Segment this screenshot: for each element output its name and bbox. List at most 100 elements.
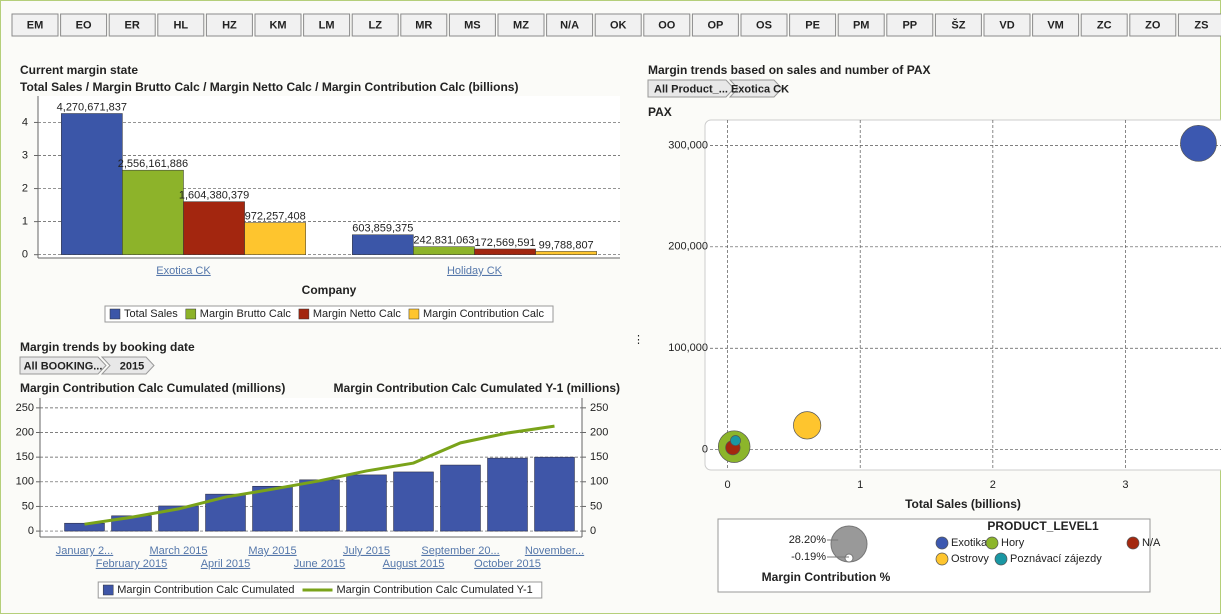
size-legend-title: Margin Contribution %	[762, 570, 891, 584]
tab[interactable]	[303, 13, 351, 37]
tab-label[interactable]: ER	[125, 19, 140, 31]
tab[interactable]	[157, 13, 205, 37]
y2-tick-label: 50	[590, 500, 602, 512]
x-tick-label[interactable]: September 20...	[421, 545, 499, 557]
bar	[61, 113, 123, 255]
tab-label[interactable]: PP	[902, 19, 917, 31]
x-tick-label[interactable]: May 2015	[248, 545, 296, 557]
bar	[299, 479, 340, 532]
tab[interactable]	[983, 13, 1031, 37]
x-tick-label[interactable]: March 2015	[149, 545, 207, 557]
x-tick-label[interactable]: November...	[525, 545, 584, 557]
data-label: 4,270,671,837	[57, 101, 127, 113]
breadcrumb-label[interactable]: All BOOKING...	[24, 360, 103, 372]
tab-label[interactable]: HZ	[222, 19, 237, 31]
tab-label[interactable]: VM	[1047, 19, 1064, 31]
tab-label[interactable]: OO	[658, 19, 676, 31]
tab-label[interactable]: LZ	[368, 19, 382, 31]
bubble[interactable]	[793, 411, 822, 440]
tab[interactable]	[11, 13, 59, 37]
legend-marker	[985, 536, 999, 550]
legend-label: Exotika	[951, 537, 988, 549]
tab[interactable]	[448, 13, 496, 37]
bubble[interactable]	[1180, 124, 1217, 162]
tab-label[interactable]: ZO	[1145, 19, 1161, 31]
breadcrumb[interactable]	[728, 79, 783, 98]
tab[interactable]	[108, 13, 156, 37]
tab-label[interactable]: HL	[173, 19, 188, 31]
y2-tick-label: 150	[590, 451, 608, 463]
tab-label[interactable]: LM	[319, 19, 335, 31]
breadcrumb-label[interactable]: All Product_...	[654, 83, 728, 95]
tab-label[interactable]: KM	[269, 19, 286, 31]
tab-label[interactable]: OS	[756, 19, 772, 31]
tab-label[interactable]: PE	[805, 19, 820, 31]
tab[interactable]	[789, 13, 837, 37]
breadcrumb-label[interactable]: Exotica CK	[731, 83, 789, 95]
x-tick-label[interactable]: October 2015	[474, 558, 541, 570]
tab[interactable]	[594, 13, 642, 37]
legend-title: PRODUCT_LEVEL1	[987, 519, 1099, 533]
x-tick-label[interactable]: January 2...	[56, 545, 113, 557]
y-axis-title: PAX	[648, 105, 672, 119]
tab[interactable]	[837, 13, 885, 37]
size-legend-circle	[844, 553, 854, 563]
tab-label[interactable]: ZS	[1194, 19, 1208, 31]
breadcrumb[interactable]	[647, 79, 735, 98]
y-tick-label: 300,000	[668, 139, 708, 151]
bar	[346, 474, 387, 532]
tab[interactable]	[254, 13, 302, 37]
tab-label[interactable]: OP	[707, 19, 723, 31]
legend-box	[717, 518, 1151, 593]
bubble[interactable]	[730, 435, 741, 447]
tab[interactable]	[60, 13, 108, 37]
tab-label[interactable]: EM	[27, 19, 44, 31]
tab[interactable]	[546, 13, 594, 37]
splitter: ⋮	[633, 334, 644, 346]
tab[interactable]	[1080, 13, 1128, 37]
tab[interactable]	[740, 13, 788, 37]
tab[interactable]	[400, 13, 448, 37]
tab-label[interactable]: VD	[999, 19, 1014, 31]
tab[interactable]	[205, 13, 253, 37]
chart-subtitle: Total Sales / Margin Brutto Calc / Margi…	[20, 80, 518, 94]
tab-label[interactable]: N/A	[560, 19, 579, 31]
tab[interactable]	[691, 13, 739, 37]
x-tick-label: 0	[724, 479, 730, 491]
tab-label[interactable]: PM	[853, 19, 870, 31]
tab[interactable]	[643, 13, 691, 37]
bar	[64, 522, 105, 532]
tab-label[interactable]: ŠZ	[951, 18, 965, 31]
tab[interactable]	[1177, 13, 1221, 37]
x-tick-label[interactable]: July 2015	[343, 545, 390, 557]
tab[interactable]	[351, 13, 399, 37]
chart-title: Margin trends by booking date	[20, 340, 195, 354]
breadcrumb[interactable]	[100, 356, 155, 375]
tab[interactable]	[1032, 13, 1080, 37]
x-tick-label[interactable]: February 2015	[96, 558, 168, 570]
legend-label: N/A	[1142, 537, 1161, 549]
x-tick-label[interactable]: Holiday CK	[447, 265, 503, 277]
line	[84, 424, 555, 526]
tab[interactable]	[886, 13, 934, 37]
x-tick-label[interactable]: August 2015	[383, 558, 445, 570]
tab-label[interactable]: MZ	[513, 19, 529, 31]
legend-label: Margin Contribution Calc Cumulated Y-1	[337, 584, 533, 596]
tab-label[interactable]: MR	[415, 19, 432, 31]
x-tick-label[interactable]: April 2015	[201, 558, 251, 570]
breadcrumb[interactable]	[19, 356, 107, 375]
plot-area	[704, 119, 1221, 471]
tab[interactable]	[934, 13, 982, 37]
tab-label[interactable]: ZC	[1097, 19, 1112, 31]
tab[interactable]	[497, 13, 545, 37]
tab[interactable]	[1129, 13, 1177, 37]
x-tick-label[interactable]: June 2015	[294, 558, 345, 570]
y-tick-label: 100,000	[668, 342, 708, 354]
tab-label[interactable]: MS	[464, 19, 481, 31]
breadcrumb-label[interactable]: 2015	[120, 360, 144, 372]
tab-label[interactable]: OK	[610, 19, 627, 31]
tab-label[interactable]: EO	[76, 19, 92, 31]
bar	[440, 464, 481, 532]
x-tick-label[interactable]: Exotica CK	[156, 265, 211, 277]
legend-swatch	[109, 308, 121, 320]
